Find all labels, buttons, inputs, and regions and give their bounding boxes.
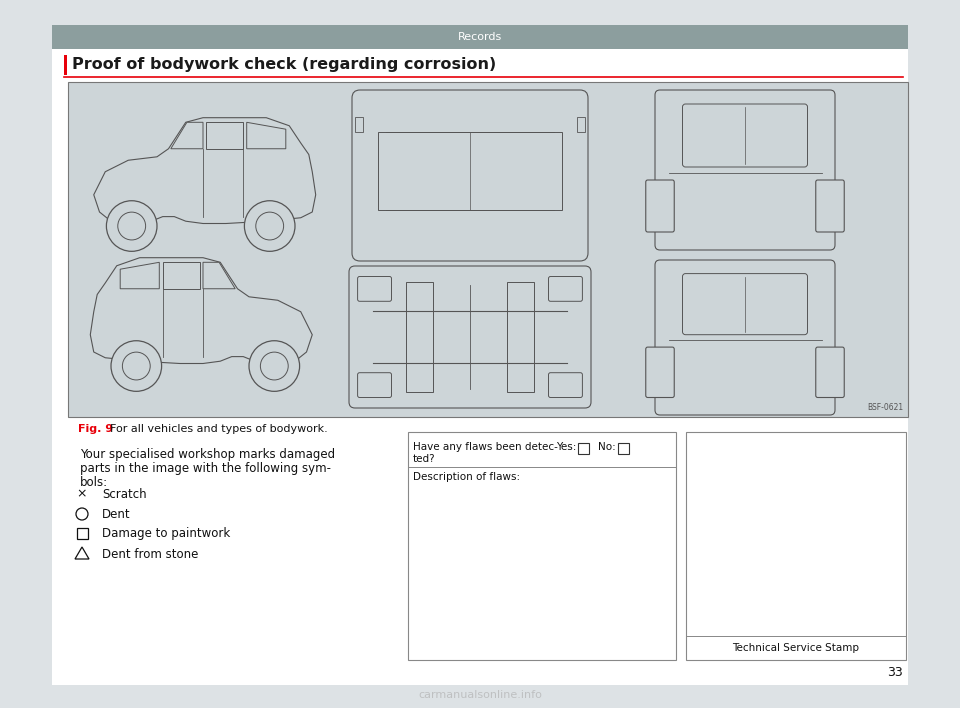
- Text: For all vehicles and types of bodywork.: For all vehicles and types of bodywork.: [110, 424, 327, 434]
- Text: Damage to paintwork: Damage to paintwork: [102, 527, 230, 540]
- Text: Dent from stone: Dent from stone: [102, 547, 199, 561]
- Circle shape: [255, 212, 283, 240]
- FancyBboxPatch shape: [683, 273, 807, 335]
- Polygon shape: [203, 262, 235, 289]
- FancyBboxPatch shape: [646, 347, 674, 397]
- FancyBboxPatch shape: [683, 104, 807, 167]
- FancyBboxPatch shape: [816, 347, 844, 397]
- Text: Your specialised workshop marks damaged: Your specialised workshop marks damaged: [80, 448, 335, 461]
- FancyBboxPatch shape: [646, 180, 674, 232]
- FancyBboxPatch shape: [357, 372, 392, 397]
- Polygon shape: [206, 122, 243, 149]
- Bar: [577, 117, 585, 132]
- Polygon shape: [247, 122, 286, 149]
- Circle shape: [118, 212, 146, 240]
- Text: Fig. 9: Fig. 9: [78, 424, 113, 434]
- Text: Description of flaws:: Description of flaws:: [413, 472, 520, 482]
- FancyBboxPatch shape: [357, 277, 392, 302]
- Bar: [377, 132, 563, 210]
- FancyBboxPatch shape: [349, 266, 591, 408]
- Text: 33: 33: [887, 666, 903, 678]
- Bar: [52, 25, 908, 49]
- Bar: [68, 82, 908, 417]
- Polygon shape: [120, 262, 159, 289]
- Text: carmanualsonline.info: carmanualsonline.info: [418, 690, 542, 700]
- Bar: [507, 282, 535, 392]
- Bar: [618, 443, 629, 454]
- Text: Proof of bodywork check (regarding corrosion): Proof of bodywork check (regarding corro…: [72, 57, 496, 72]
- Text: Have any flaws been detec-: Have any flaws been detec-: [413, 442, 558, 452]
- Text: Technical Service Stamp: Technical Service Stamp: [732, 643, 859, 653]
- Text: ×: ×: [77, 488, 87, 501]
- Circle shape: [111, 341, 161, 392]
- Text: bols:: bols:: [80, 476, 108, 489]
- FancyBboxPatch shape: [352, 90, 588, 261]
- Text: Scratch: Scratch: [102, 488, 147, 501]
- FancyBboxPatch shape: [655, 90, 835, 250]
- FancyBboxPatch shape: [816, 180, 844, 232]
- Circle shape: [245, 201, 295, 251]
- Polygon shape: [94, 118, 316, 224]
- Circle shape: [122, 352, 150, 380]
- Text: Records: Records: [458, 32, 502, 42]
- Text: Dent: Dent: [102, 508, 131, 520]
- Polygon shape: [171, 122, 203, 149]
- Circle shape: [260, 352, 288, 380]
- Bar: [406, 282, 433, 392]
- FancyBboxPatch shape: [655, 260, 835, 415]
- Bar: [52, 25, 908, 685]
- Text: BSF-0621: BSF-0621: [867, 403, 903, 412]
- Polygon shape: [90, 258, 312, 363]
- Text: ted?: ted?: [413, 454, 436, 464]
- Circle shape: [107, 201, 157, 251]
- Circle shape: [249, 341, 300, 392]
- Bar: [686, 432, 906, 660]
- FancyBboxPatch shape: [548, 372, 583, 397]
- Text: Yes:: Yes:: [556, 442, 576, 452]
- Text: No:: No:: [598, 442, 615, 452]
- Polygon shape: [163, 262, 200, 289]
- Text: parts in the image with the following sym-: parts in the image with the following sy…: [80, 462, 331, 475]
- Bar: [408, 432, 676, 660]
- Bar: [578, 443, 589, 454]
- Bar: [355, 117, 363, 132]
- FancyBboxPatch shape: [548, 277, 583, 302]
- Bar: [77, 528, 87, 539]
- Bar: [64, 55, 67, 75]
